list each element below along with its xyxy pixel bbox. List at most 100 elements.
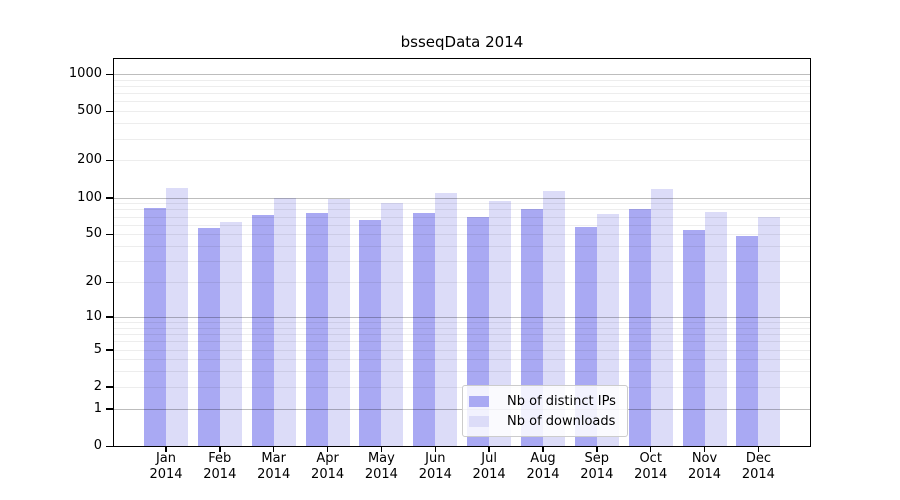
y-tick-label-20: 20: [85, 274, 102, 290]
legend-label-distinct-ips: Nb of distinct IPs: [507, 393, 616, 409]
y-tick-label-0: 0: [93, 438, 102, 453]
y-tick-1: [106, 408, 113, 410]
gridline-40: [114, 246, 810, 247]
bar-distinct-ips-jan: [144, 208, 166, 446]
y-tick-50: [106, 233, 113, 236]
legend-swatch-distinct-ips: [469, 395, 489, 407]
gridline-500: [114, 111, 810, 113]
bar-downloads-jan: [166, 188, 188, 446]
x-tick-nov: [703, 446, 706, 452]
x-tick-label-jan: Jan 2014: [149, 451, 183, 482]
gridline-10: [114, 316, 810, 318]
y-tick-label-10: 10: [85, 308, 102, 324]
x-tick-label-dec: Dec 2014: [741, 451, 775, 482]
gridline-5: [114, 349, 810, 351]
x-tick-dec: [757, 446, 760, 452]
gridline-4: [114, 359, 810, 361]
legend-swatch-downloads: [469, 415, 489, 427]
gridline-3: [114, 371, 810, 373]
x-tick-mar: [272, 446, 275, 452]
bar-distinct-ips-feb: [197, 228, 220, 446]
x-tick-apr: [326, 446, 329, 452]
bar-distinct-ips-mar: [251, 215, 274, 446]
gridline-20: [114, 282, 810, 284]
x-tick-jun: [434, 446, 436, 452]
x-tick-label-apr: Apr 2014: [311, 451, 345, 482]
bar-downloads-mar: [273, 198, 296, 446]
y-tick-label-50: 50: [85, 226, 102, 242]
gridline-1000: [114, 74, 810, 75]
x-tick-jan: [165, 446, 167, 452]
x-tick-label-aug: Aug 2014: [526, 451, 560, 482]
gridline-60: [114, 224, 810, 226]
bar-distinct-ips-jun: [413, 212, 436, 446]
x-tick-jul: [488, 446, 490, 452]
x-tick-oct: [649, 446, 652, 452]
bar-downloads-dec: [758, 216, 781, 446]
gridline-600: [114, 101, 810, 103]
gridline-200: [114, 160, 810, 162]
y-tick-label-500: 500: [77, 103, 102, 119]
y-tick-0: [106, 445, 113, 447]
bar-distinct-ips-nov: [682, 230, 705, 446]
x-tick-may: [380, 446, 383, 452]
y-tick-label-5: 5: [93, 341, 102, 357]
gridline-7: [114, 334, 810, 335]
gridline-6: [114, 341, 810, 343]
y-tick-2: [106, 386, 113, 388]
legend-row-downloads: Nb of downloads: [469, 411, 616, 431]
x-tick-sep: [596, 446, 598, 452]
bar-downloads-nov: [704, 212, 727, 446]
y-tick-20: [106, 281, 113, 284]
gridline-400: [114, 123, 810, 125]
y-tick-label-200: 200: [77, 152, 102, 168]
bar-downloads-aug: [542, 191, 565, 446]
bar-distinct-ips-oct: [628, 208, 651, 446]
y-tick-label-2: 2: [93, 378, 102, 394]
x-tick-label-mar: Mar 2014: [257, 451, 291, 482]
y-tick-10: [106, 316, 113, 318]
bar-downloads-may: [381, 203, 404, 446]
gridline-300: [114, 138, 810, 140]
legend-label-downloads: Nb of downloads: [507, 413, 616, 429]
legend: Nb of distinct IPs Nb of downloads: [462, 385, 628, 437]
x-tick-label-sep: Sep 2014: [580, 451, 614, 482]
bar-downloads-jun: [435, 193, 458, 446]
gridline-80: [114, 209, 810, 211]
gridline-30: [114, 261, 810, 263]
gridline-8: [114, 327, 810, 329]
x-tick-label-oct: Oct 2014: [634, 451, 668, 482]
x-tick-label-nov: Nov 2014: [687, 451, 722, 482]
bar-distinct-ips-may: [359, 219, 382, 446]
x-tick-label-jun: Jun 2014: [418, 451, 452, 482]
y-tick-200: [106, 159, 113, 162]
y-tick-label-1000: 1000: [68, 66, 102, 81]
gridline-100: [114, 197, 810, 199]
bar-distinct-ips-apr: [305, 212, 328, 446]
x-tick-feb: [219, 446, 221, 452]
y-tick-1000: [106, 73, 113, 75]
bar-downloads-jul: [489, 201, 512, 446]
gridline-900: [114, 79, 810, 81]
gridline-9: [114, 322, 810, 323]
bar-downloads-feb: [219, 222, 242, 446]
gridline-700: [114, 93, 810, 95]
x-tick-label-jul: Jul 2014: [472, 451, 506, 482]
gridline-50: [114, 234, 810, 236]
x-tick-label-may: May 2014: [364, 451, 398, 482]
y-tick-label-1: 1: [93, 400, 102, 416]
bar-downloads-oct: [650, 189, 673, 446]
y-tick-500: [106, 110, 113, 113]
y-tick-100: [106, 197, 113, 199]
x-tick-aug: [542, 446, 544, 452]
legend-row-distinct-ips: Nb of distinct IPs: [469, 391, 616, 411]
gridline-800: [114, 86, 810, 87]
bar-distinct-ips-dec: [736, 236, 759, 446]
x-tick-label-feb: Feb 2014: [203, 451, 237, 482]
plot-area: Nb of distinct IPs Nb of downloads: [113, 58, 811, 447]
chart-title: bsseqData 2014: [400, 33, 524, 51]
y-tick-5: [106, 349, 113, 351]
y-tick-label-100: 100: [77, 189, 102, 205]
bar-downloads-apr: [327, 198, 350, 446]
